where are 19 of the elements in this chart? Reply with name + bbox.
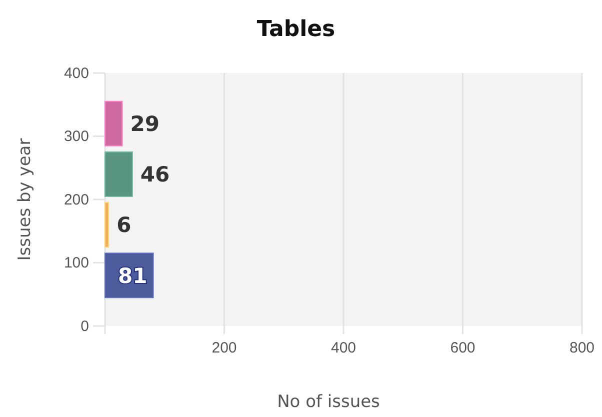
- x-tick-label: 200: [212, 340, 237, 357]
- data-label: 81: [118, 264, 148, 288]
- x-axis-title: No of issues: [277, 392, 380, 412]
- y-tick-label: 400: [64, 64, 89, 82]
- data-label: 6: [116, 213, 132, 238]
- bar: [104, 151, 133, 197]
- x-tick-label: 600: [450, 340, 476, 357]
- y-tick-label: 200: [64, 191, 89, 208]
- y-tick-label: 0: [80, 318, 89, 335]
- x-tick-label: 800: [569, 340, 595, 357]
- bar: [104, 202, 110, 248]
- x-tick-label: 400: [330, 340, 356, 357]
- y-axis-title: Issues by year: [15, 138, 35, 261]
- data-label: 29: [130, 112, 160, 136]
- data-label: 46: [140, 162, 170, 187]
- y-tick-label: 100: [64, 254, 89, 272]
- y-tick-label: 300: [64, 128, 89, 146]
- chart-title: Tables: [256, 17, 336, 42]
- bar: [104, 100, 123, 146]
